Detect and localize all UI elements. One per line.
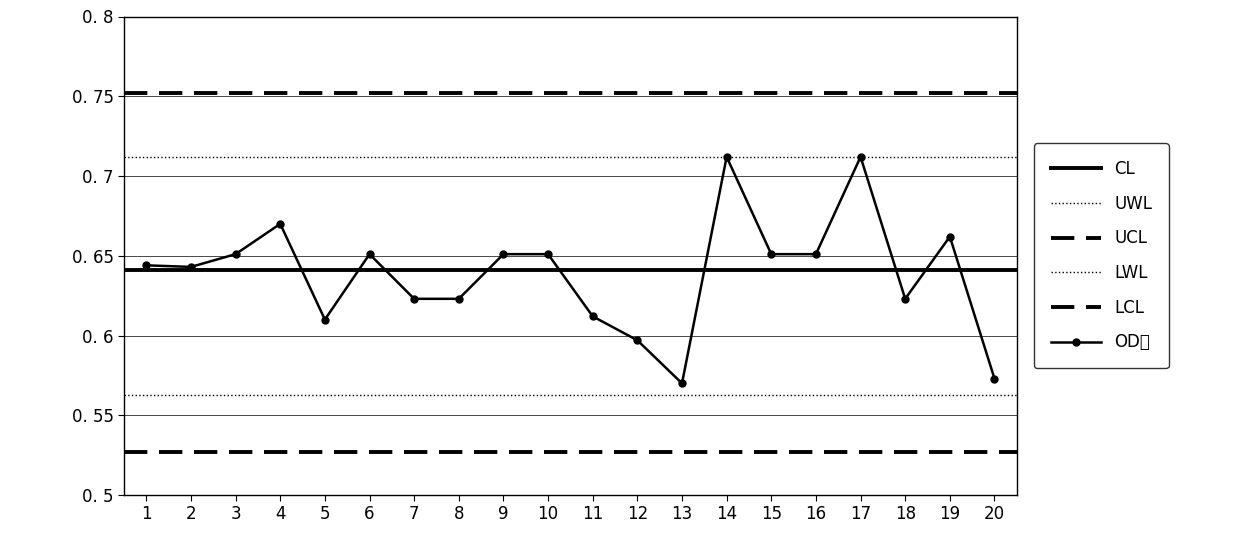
Legend: CL, UWL, UCL, LWL, LCL, OD值: CL, UWL, UCL, LWL, LCL, OD值 xyxy=(1034,144,1169,368)
